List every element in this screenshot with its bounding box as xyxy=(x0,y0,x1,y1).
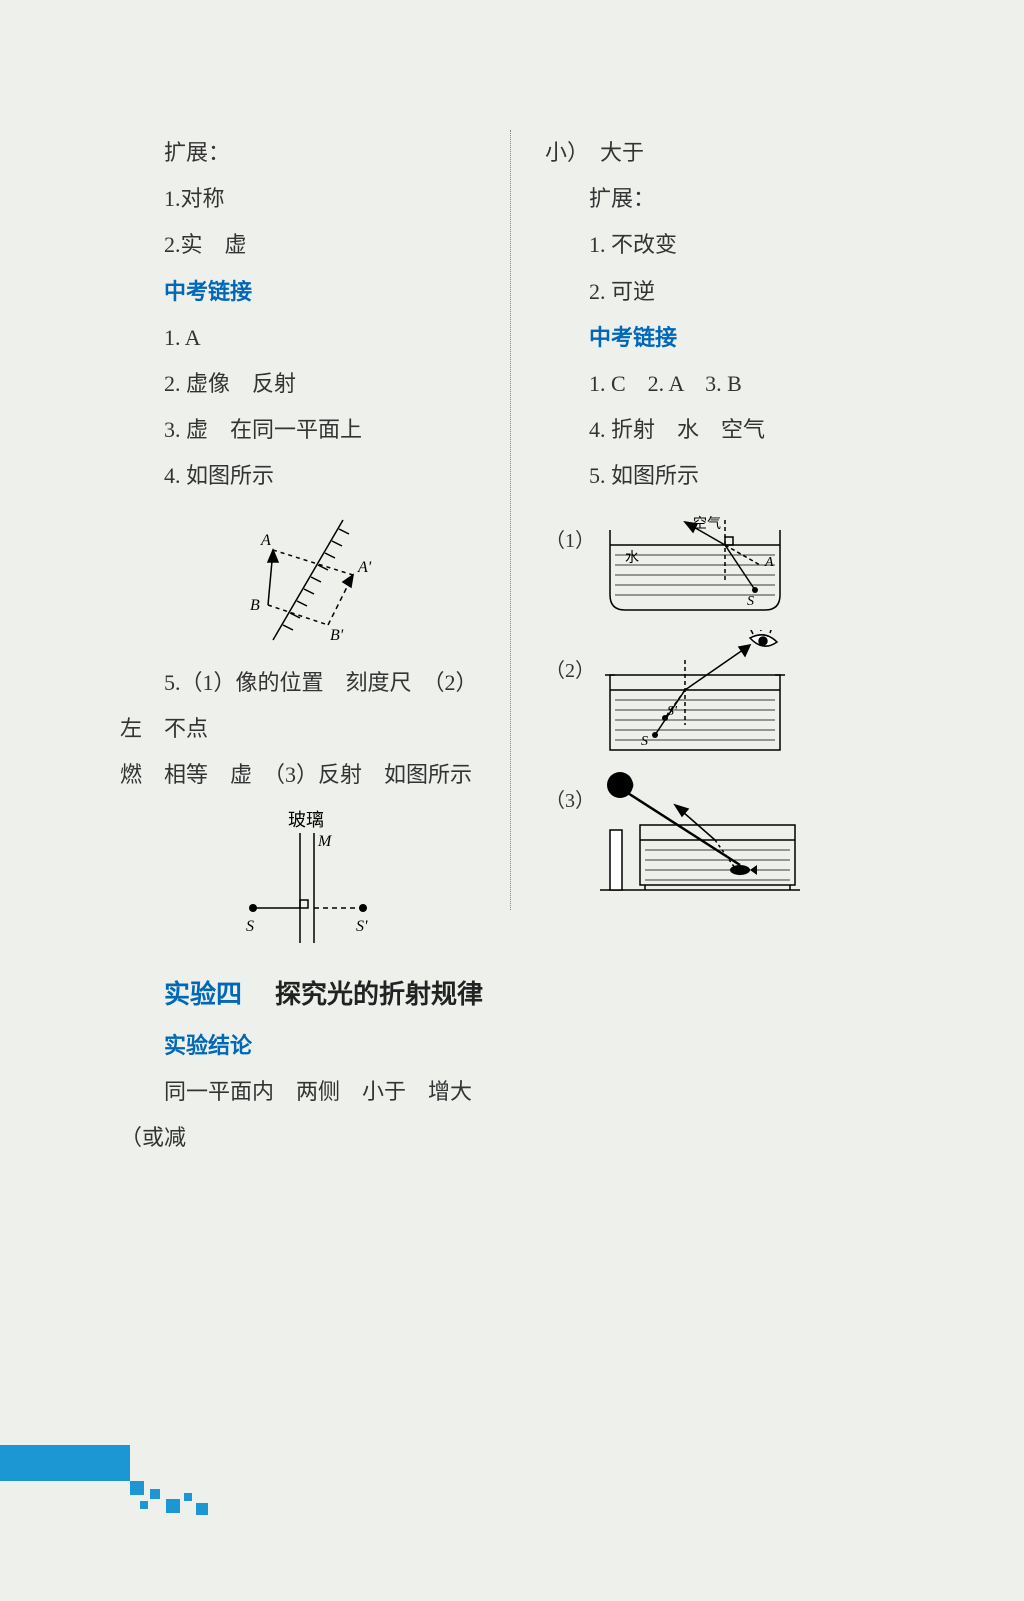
answer-1: 1. A xyxy=(120,315,495,361)
conclusion-label: 实验结论 xyxy=(120,1023,495,1069)
answer-b1: 1. C 2. A 3. B xyxy=(545,361,920,407)
label-A: A xyxy=(260,532,271,549)
right-item-1: 1. 不改变 xyxy=(545,222,920,268)
label-Sp4: S' xyxy=(667,704,678,719)
point-S-prime xyxy=(359,904,367,912)
label-B: B xyxy=(250,597,260,614)
left-column: 扩展： 1.对称 2.实 虚 中考链接 1. A 2. 虚像 反射 3. 虚 在… xyxy=(120,130,515,1161)
extension-label-r: 扩展： xyxy=(545,176,920,222)
figure-mirror-reflection: A A' B B' xyxy=(208,510,408,650)
figure-refraction-3-wrap: （3） xyxy=(545,770,920,900)
experiment-4-heading: 实验四 探究光的折射规律 xyxy=(120,968,495,1023)
figure-refraction-1: 空气 水 A S xyxy=(585,510,805,620)
label-B-prime: B' xyxy=(330,627,344,644)
answer-5a: 5.（1）像的位置 刻度尺 （2）左 不点 xyxy=(120,660,495,752)
fig5-number: （3） xyxy=(545,780,595,822)
answer-5b: 燃 相等 虚 （3）反射 如图所示 xyxy=(120,752,495,798)
answer-b5: 5. 如图所示 xyxy=(545,453,920,499)
fig4-number: （2） xyxy=(545,650,595,692)
answer-4: 4. 如图所示 xyxy=(120,453,495,499)
label-S4: S xyxy=(641,734,648,749)
answer-3: 3. 虚 在同一平面上 xyxy=(120,407,495,453)
fig3-number: （1） xyxy=(545,520,595,562)
right-item-2: 2. 可逆 xyxy=(545,269,920,315)
point-S xyxy=(249,904,257,912)
person-head-icon xyxy=(607,772,633,798)
figure-refraction-1-wrap: （1） xyxy=(545,510,920,620)
figure-refraction-2: S S' xyxy=(585,630,805,760)
figure-refraction-3 xyxy=(585,770,815,900)
label-glass: 玻璃 xyxy=(288,810,324,830)
label-A-prime: A' xyxy=(357,559,372,576)
right-column: 小） 大于 扩展： 1. 不改变 2. 可逆 中考链接 1. C 2. A 3.… xyxy=(515,130,920,1161)
label-M: M xyxy=(317,833,333,850)
label-water: 水 xyxy=(625,550,639,566)
extension-label: 扩展： xyxy=(120,130,495,176)
content-area: 扩展： 1.对称 2.实 虚 中考链接 1. A 2. 虚像 反射 3. 虚 在… xyxy=(120,130,920,1161)
figure-glass-image: 玻璃 M S S' xyxy=(208,808,408,958)
experiment-4-title: 探究光的折射规律 xyxy=(275,980,483,1009)
label-A3: A xyxy=(764,555,774,570)
exam-link-label-r: 中考链接 xyxy=(545,315,920,361)
conclusion-line: 同一平面内 两侧 小于 增大（或减 xyxy=(120,1069,495,1161)
answer-b4: 4. 折射 水 空气 xyxy=(545,407,920,453)
page-number: 66 xyxy=(90,1441,118,1473)
fish-icon xyxy=(730,865,750,875)
answer-2: 2. 虚像 反射 xyxy=(120,361,495,407)
experiment-4-number: 实验四 xyxy=(164,980,242,1009)
exam-link-label: 中考链接 xyxy=(120,269,495,315)
label-S: S xyxy=(246,918,254,935)
label-S-prime: S' xyxy=(356,918,368,935)
left-item-2: 2.实 虚 xyxy=(120,222,495,268)
continuation: 小） 大于 xyxy=(545,130,920,176)
page: 扩展： 1.对称 2.实 虚 中考链接 1. A 2. 虚像 反射 3. 虚 在… xyxy=(0,0,1024,1601)
label-S3: S xyxy=(747,594,754,609)
left-item-1: 1.对称 xyxy=(120,176,495,222)
label-air: 空气 xyxy=(693,516,721,532)
figure-refraction-2-wrap: （2） xyxy=(545,630,920,760)
